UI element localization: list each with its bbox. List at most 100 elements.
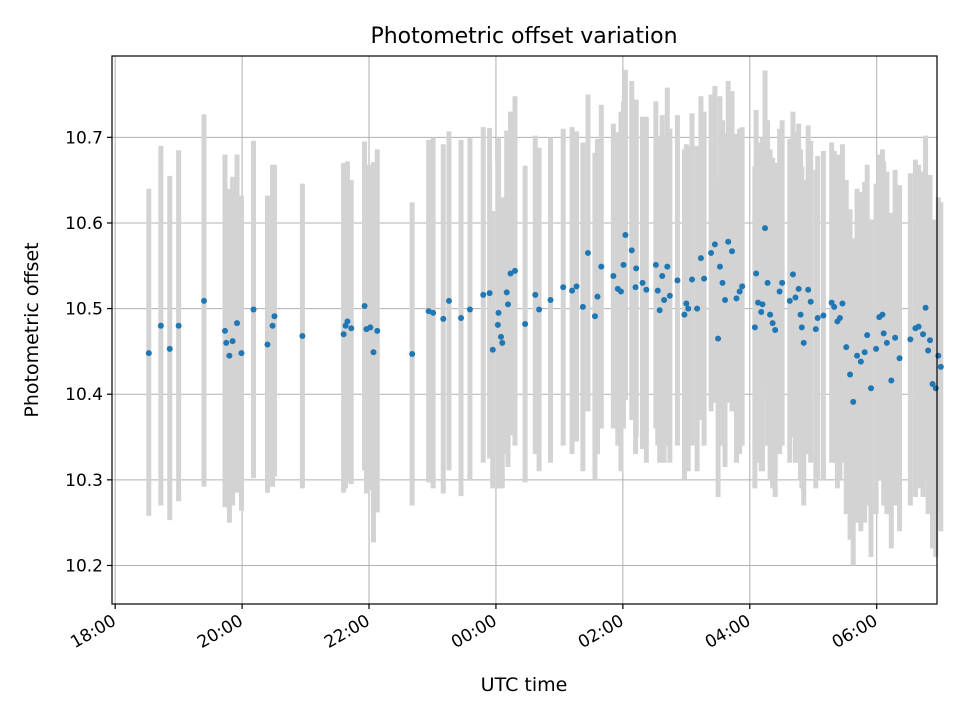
data-point <box>547 297 554 304</box>
data-point <box>683 300 690 307</box>
data-point <box>145 350 152 357</box>
data-point <box>820 312 827 319</box>
data-point <box>733 295 740 302</box>
data-point <box>847 371 854 378</box>
data-point <box>654 287 661 294</box>
data-point <box>489 346 496 353</box>
data-point <box>868 385 874 392</box>
data-point <box>430 309 437 316</box>
data-point <box>729 248 736 255</box>
data-point <box>344 318 351 325</box>
data-point <box>681 311 688 318</box>
data-point <box>498 333 505 340</box>
data-point <box>367 324 374 331</box>
data-point <box>201 297 208 304</box>
data-point <box>440 315 447 322</box>
data-point <box>701 275 708 282</box>
data-point <box>499 339 506 346</box>
data-point <box>598 263 605 270</box>
data-point <box>762 225 769 232</box>
data-point <box>772 327 779 333</box>
data-point <box>779 279 786 286</box>
y-tick-label: 10.5 <box>65 300 103 320</box>
data-point <box>694 305 701 312</box>
data-point <box>873 345 880 352</box>
data-point <box>854 352 861 359</box>
data-point <box>632 284 639 291</box>
data-point <box>494 321 501 328</box>
data-point <box>639 279 646 286</box>
data-point <box>610 273 617 280</box>
y-axis-label: Photometric offset <box>21 242 43 417</box>
data-point <box>633 265 640 272</box>
data-point <box>666 292 673 299</box>
data-point <box>725 238 732 245</box>
data-point <box>935 352 942 359</box>
data-point <box>786 297 793 304</box>
data-point <box>812 326 819 333</box>
data-point <box>857 358 864 365</box>
data-point <box>864 332 871 339</box>
data-point <box>883 339 890 346</box>
data-point <box>250 306 257 313</box>
data-point <box>221 327 228 334</box>
y-axis-ticks: 10.2 10.3 10.4 10.5 10.6 10.7 <box>65 128 112 576</box>
data-point <box>560 284 567 291</box>
data-point <box>879 311 886 318</box>
data-point <box>340 331 347 338</box>
data-point <box>238 350 245 357</box>
data-point <box>907 336 914 343</box>
data-point <box>836 315 843 322</box>
data-point <box>798 324 805 331</box>
y-tick-label: 10.3 <box>65 471 103 491</box>
data-point <box>507 270 514 277</box>
data-point <box>175 322 182 329</box>
data-point <box>348 325 355 332</box>
data-point <box>573 283 580 290</box>
data-point <box>861 349 868 356</box>
data-point <box>495 309 502 316</box>
data-point <box>674 277 681 284</box>
data-point <box>522 321 529 328</box>
data-point <box>888 377 895 384</box>
data-point <box>269 322 276 329</box>
data-point <box>223 339 230 346</box>
data-point <box>486 290 493 297</box>
data-point <box>264 341 271 348</box>
data-point <box>620 261 627 268</box>
data-point <box>789 271 796 278</box>
x-axis-label: UTC time <box>481 674 568 696</box>
y-tick-label: 10.6 <box>65 214 103 234</box>
data-point <box>797 311 804 318</box>
data-point <box>166 345 173 352</box>
data-point <box>764 279 771 286</box>
data-point <box>361 303 368 310</box>
data-point <box>617 288 624 295</box>
data-point <box>932 385 939 392</box>
data-points <box>145 225 944 405</box>
data-point <box>753 270 760 277</box>
data-point <box>708 249 715 256</box>
data-point <box>716 263 723 270</box>
data-point <box>661 297 668 304</box>
data-point <box>511 267 518 274</box>
data-point <box>685 305 692 312</box>
data-point <box>458 315 465 322</box>
data-point <box>736 288 743 295</box>
data-point <box>814 315 821 322</box>
plot-frame <box>111 55 938 605</box>
data-point <box>769 320 776 327</box>
data-point <box>466 306 473 313</box>
data-point <box>920 331 927 338</box>
data-point <box>843 344 850 351</box>
data-point <box>594 293 601 300</box>
data-point <box>896 355 903 362</box>
data-point <box>776 288 783 295</box>
data-point <box>643 286 650 293</box>
data-point <box>759 301 766 308</box>
data-point <box>807 298 814 305</box>
data-point <box>628 247 635 254</box>
data-point <box>839 300 846 307</box>
data-point <box>271 313 278 320</box>
data-point <box>532 291 539 298</box>
